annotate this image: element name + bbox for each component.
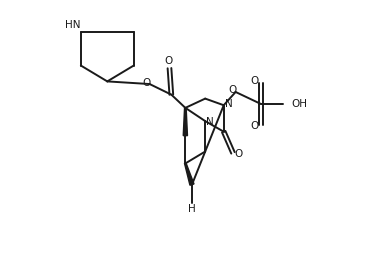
Text: O: O: [251, 121, 259, 131]
Polygon shape: [185, 163, 194, 185]
Text: OH: OH: [292, 99, 308, 109]
Text: O: O: [143, 78, 150, 88]
Text: O: O: [251, 76, 259, 86]
Text: N: N: [224, 99, 232, 109]
Text: O: O: [234, 149, 243, 159]
Text: H: H: [188, 204, 196, 214]
Text: HN: HN: [65, 19, 80, 30]
Text: O: O: [229, 85, 237, 95]
Polygon shape: [183, 108, 188, 136]
Text: O: O: [164, 56, 172, 66]
Text: N: N: [206, 117, 214, 127]
